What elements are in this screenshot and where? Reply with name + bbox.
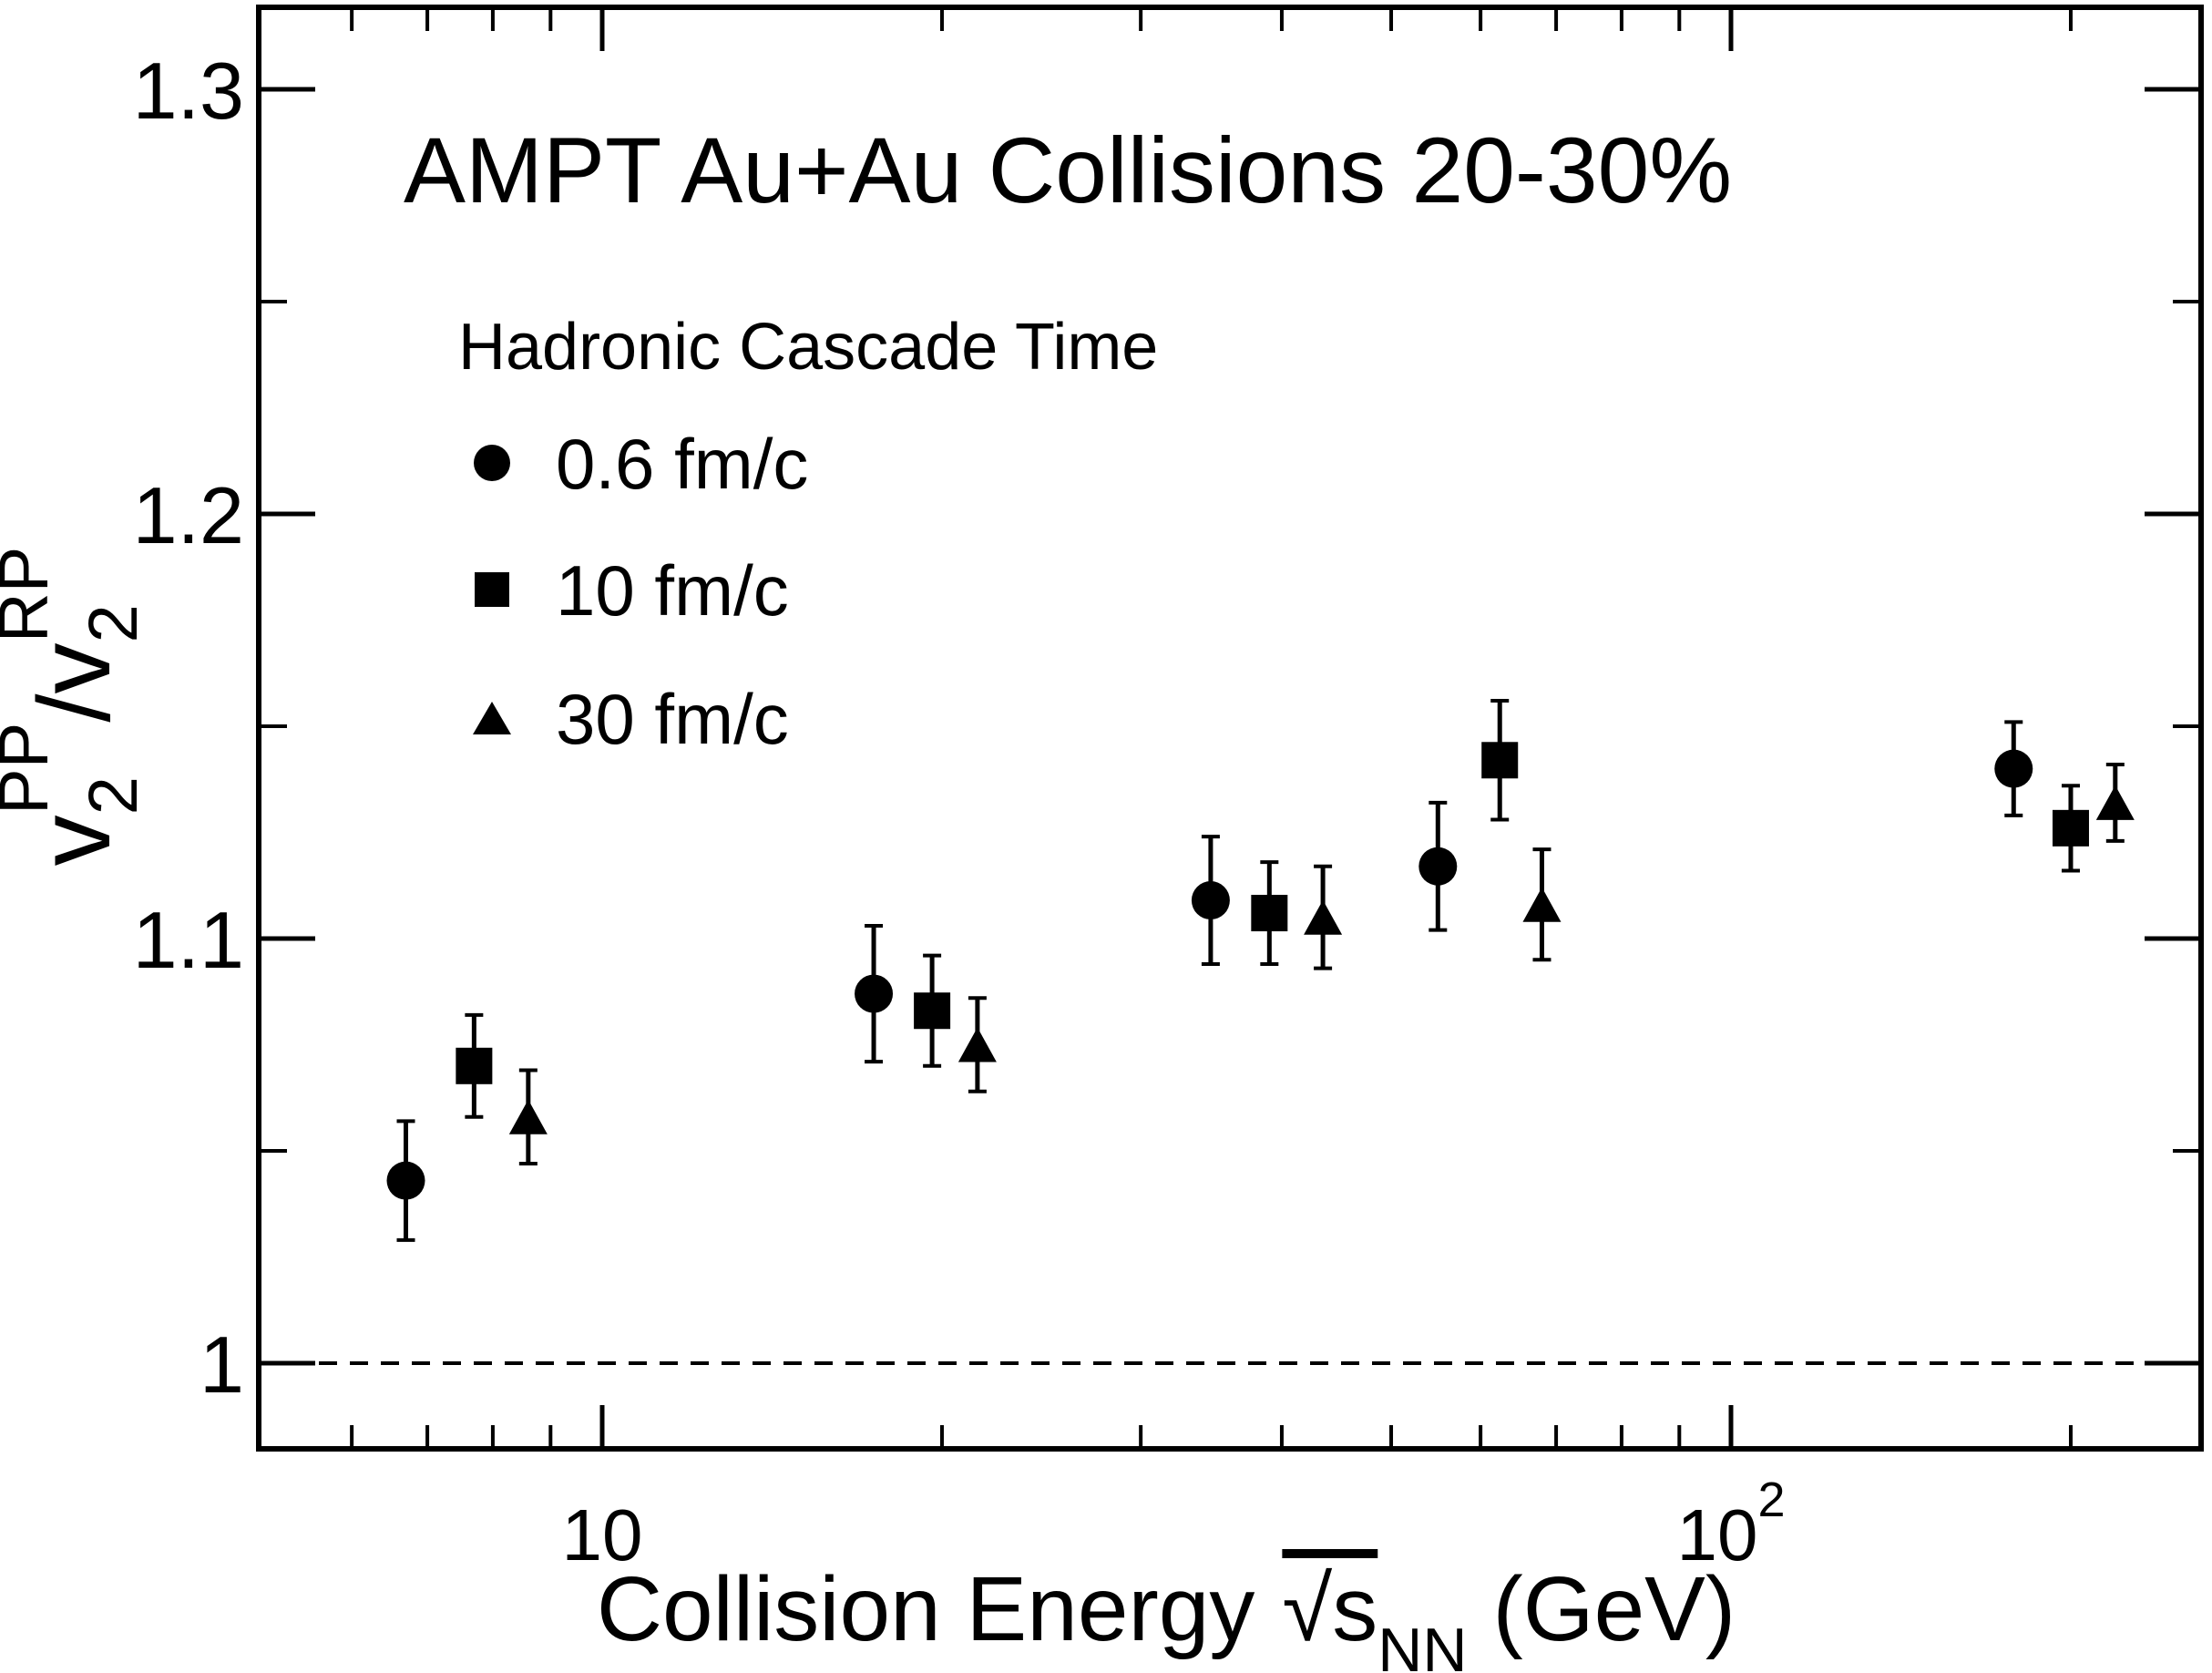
series-square — [456, 699, 2089, 1119]
circle-icon — [474, 445, 510, 481]
square-icon — [475, 572, 509, 607]
triangle-marker — [1522, 887, 1562, 922]
y-axis-title: v2PP/v2RP — [0, 547, 152, 867]
y-tick-label-1.1: 1.1 — [133, 895, 244, 985]
circle-marker — [1191, 881, 1230, 920]
square-marker — [1251, 895, 1288, 932]
y-tick-label-1.3: 1.3 — [133, 46, 244, 136]
legend-entry-label: 10 fm/c — [556, 550, 789, 631]
square-marker — [914, 992, 951, 1030]
circle-marker — [1418, 847, 1458, 886]
square-marker — [1481, 742, 1519, 779]
series-circle — [386, 720, 2033, 1242]
legend-entry-label: 30 fm/c — [556, 679, 789, 759]
triangle-marker — [508, 1099, 548, 1134]
y-tick-label-1.2: 1.2 — [133, 470, 244, 560]
triangle-marker — [2095, 785, 2135, 820]
circle-marker — [855, 974, 894, 1013]
x-tick-label-10: 10 — [562, 1494, 643, 1575]
triangle-marker — [958, 1027, 997, 1062]
legend-entry-label: 0.6 fm/c — [556, 424, 808, 504]
square-marker — [2052, 809, 2089, 847]
y-tick-label-1: 1 — [200, 1319, 244, 1410]
chart-title: AMPT Au+Au Collisions 20-30% — [404, 118, 1732, 222]
legend-title: Hadronic Cascade Time — [458, 311, 1158, 384]
legend: Hadronic Cascade Time 0.6 fm/c 10 fm/c 3… — [458, 311, 1158, 759]
circle-marker — [386, 1161, 425, 1200]
circle-marker — [1994, 749, 2033, 788]
x-axis-title: Collision Energy √sNN (GeV) — [597, 1558, 1736, 1673]
data-series-group — [386, 699, 2135, 1242]
x-tick-label-100: 102 — [1676, 1473, 1785, 1575]
plot-frame — [256, 5, 2204, 1452]
square-marker — [456, 1047, 493, 1084]
series-triangle — [508, 762, 2135, 1165]
triangle-icon — [473, 702, 511, 734]
triangle-marker — [1304, 899, 1343, 935]
axis-ticks — [259, 7, 2201, 1449]
